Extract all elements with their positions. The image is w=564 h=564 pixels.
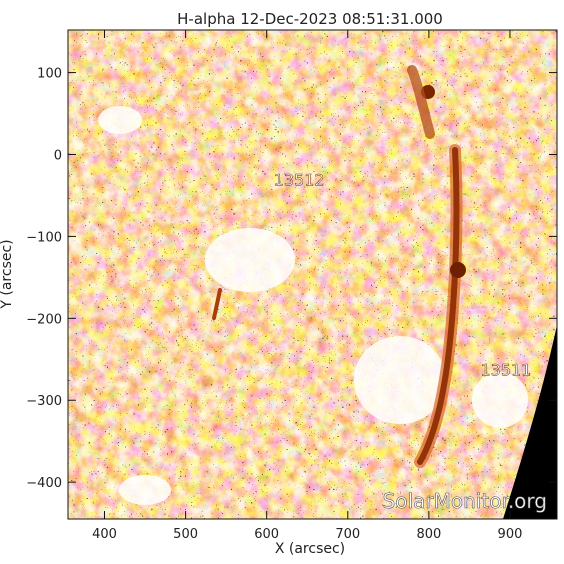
filament: [212, 65, 466, 468]
active-region-label: 13512: [274, 171, 325, 190]
x-tick-label: 700: [335, 527, 360, 542]
x-axis-label: X (arcsec): [275, 541, 345, 557]
y-tick-label: −100: [26, 230, 62, 245]
upper-plage: [407, 65, 435, 139]
noise-speckle: [68, 30, 557, 519]
bright-patch-lower-right: [354, 336, 446, 424]
x-tick-label: 600: [254, 527, 279, 542]
y-axis-ticks: 100 0 −100 −200 −300 −400: [26, 67, 557, 491]
x-tick-label: 500: [173, 527, 198, 542]
watermark: SolarMonitor.org: [383, 489, 547, 513]
bright-patch-lower-left: [119, 475, 171, 505]
plot-area: [68, 30, 557, 519]
x-tick-label: 900: [498, 527, 523, 542]
bright-patch-upper-left: [98, 106, 142, 134]
bright-patch-mid: [205, 228, 295, 292]
solar-limb-space: [503, 325, 557, 519]
active-region-label: 13511: [480, 361, 531, 380]
y-tick-label: 0: [54, 149, 62, 164]
secondary-filament: [212, 288, 222, 320]
x-tick-label: 400: [92, 527, 117, 542]
plot-title: H-alpha 12-Dec-2023 08:51:31.000: [177, 10, 443, 28]
y-tick-label: −200: [26, 312, 62, 327]
quiet-sun-regions: [98, 106, 528, 505]
y-tick-label: 100: [37, 67, 62, 82]
y-axis-label: Y (arcsec): [0, 239, 15, 309]
bright-patch-right: [472, 372, 528, 428]
filament-core: [417, 147, 460, 465]
y-tick-label: −400: [26, 476, 62, 491]
x-axis-ticks: 400 500 600 700 800 900: [92, 30, 522, 542]
active-region-labels: 13512 13511: [273, 170, 531, 380]
plot-frame: [67, 29, 558, 520]
filament-knot-top: [450, 262, 466, 278]
y-tick-label: −300: [26, 394, 62, 409]
x-tick-label: 800: [416, 527, 441, 542]
